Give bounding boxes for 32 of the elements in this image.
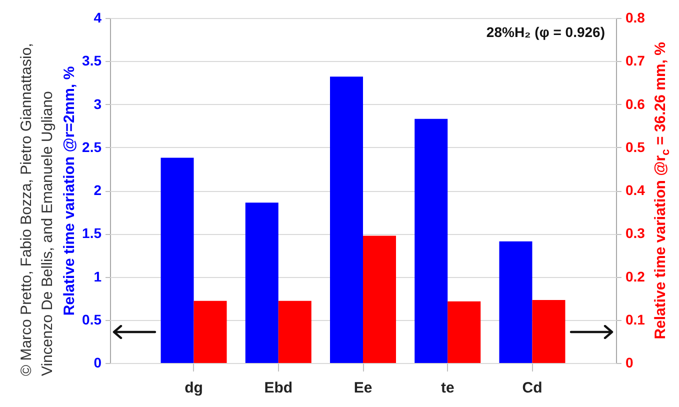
y-tick-label: 2 xyxy=(94,182,102,198)
y2-tick-label: 0.2 xyxy=(626,268,646,284)
y-tick-label: 0.5 xyxy=(82,311,102,328)
bar xyxy=(194,300,227,363)
y-tick-label: 0 xyxy=(94,354,102,370)
y-axis-title: Relative time variation @r=2mm, % xyxy=(61,66,78,316)
y-tick-label: 2.5 xyxy=(82,138,102,155)
bar xyxy=(245,202,278,363)
y-tick-label: 3 xyxy=(94,96,102,112)
x-tick-label: dg xyxy=(184,380,203,396)
y-tick-label: 4 xyxy=(94,10,102,26)
x-tick-label: Ebd xyxy=(264,380,293,396)
y2-tick-label: 0.5 xyxy=(626,138,646,155)
bar xyxy=(414,118,448,363)
y2-tick-label: 0 xyxy=(626,354,634,370)
x-tick-label: te xyxy=(440,380,454,396)
y2-tick-label: 0.1 xyxy=(626,311,646,328)
y2-tick-label: 0.3 xyxy=(626,225,646,242)
y-tick-label: 1 xyxy=(94,268,102,284)
bar xyxy=(160,158,194,363)
y-tick-label: 3.5 xyxy=(82,52,102,69)
y2-tick-label: 0.7 xyxy=(626,52,646,69)
y2-tick-label: 0.6 xyxy=(626,96,646,112)
y-tick-label: 1.5 xyxy=(82,225,102,242)
y2-tick-label: 0.4 xyxy=(626,182,646,198)
annotation: 28%H₂ (φ = 0.926) xyxy=(486,24,605,40)
bar xyxy=(330,76,363,363)
x-tick-label: Cd xyxy=(522,380,542,396)
y2-tick-label: 0.8 xyxy=(626,10,646,26)
bar xyxy=(448,301,481,363)
x-tick-label: Ee xyxy=(354,380,372,396)
text: © Marco Pretto, Fabio Bozza, Pietro Giannattasio, Vincenzo De Bellis, and Emanuele Ugliano xyxy=(17,42,57,376)
